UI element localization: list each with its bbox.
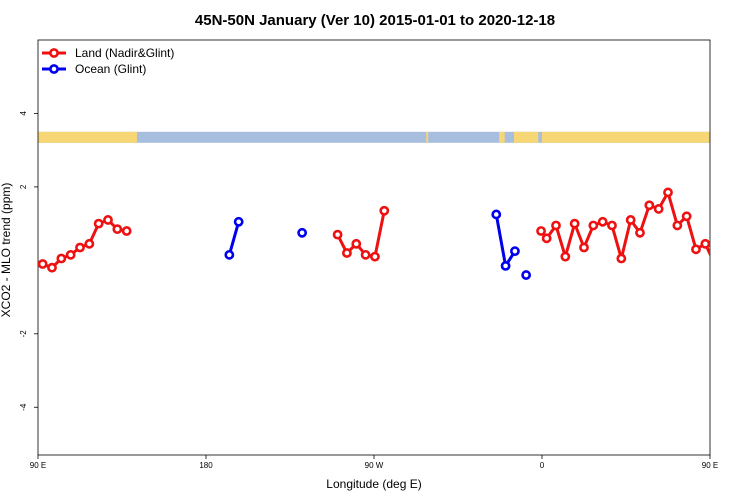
data-point [93,218,104,229]
data-point [332,229,343,240]
series-ocean [224,209,532,280]
data-point [379,205,390,216]
data-point [38,259,48,269]
data-point [360,249,371,260]
data-point [56,253,67,264]
data-point [121,226,132,236]
land-band-segment [38,131,136,143]
data-point [700,238,710,249]
x-axis-label: Longitude (deg E) [326,477,421,491]
data-point [607,220,617,231]
x-tick-label: 180 [199,461,213,470]
x-tick-label: 0 [540,461,545,470]
series-line [42,218,127,270]
data-point [720,264,727,271]
data-point [233,216,244,227]
data-point [65,249,76,260]
data-point [672,220,683,231]
plot-frame [37,39,711,456]
data-point [569,218,580,229]
data-point [635,227,645,238]
data-point [103,215,113,225]
data-point [224,249,235,260]
data-point [491,209,502,220]
series-line [494,214,517,268]
chart-title: 45N-50N January (Ver 10) 2015-01-01 to 2… [195,12,555,29]
x-tick-label: 90 E [30,461,46,470]
data-point [75,242,85,253]
data-point [588,220,599,231]
series-group [38,187,746,280]
data-point [510,246,520,257]
data-point [297,227,308,238]
data-point [691,244,701,255]
data-point [500,260,511,271]
data-point [541,233,552,244]
data-point [521,270,532,280]
x-tick-label: 90 E [702,461,718,470]
data-point [560,251,571,262]
legend-marker [49,48,59,58]
data-point [351,238,362,249]
data-point [370,251,380,262]
y-tick-label: -2 [19,330,28,338]
land-band-segment [499,131,505,143]
data-point [663,187,673,198]
data-point [625,215,636,225]
x-tick-label: 90 W [365,461,384,470]
data-point [709,262,710,266]
land-band-segment [514,131,539,143]
data-point [597,216,608,227]
data-point [616,253,627,264]
y-tick-label: -4 [19,403,28,411]
data-point [681,211,692,222]
y-tick-label: 4 [19,111,28,116]
y-axis: -4 -2 2 4 [19,111,38,411]
legend-marker [49,64,59,74]
land-band-segment [135,131,137,143]
x-axis: 90 E 180 90 W 0 90 E [30,455,718,470]
data-point [653,204,664,214]
data-point [739,251,746,258]
series-line [227,221,241,256]
y-tick-label: 2 [19,184,28,189]
y-axis-label: XCO2 - MLO trend (ppm) [0,183,13,318]
legend-label: Land (Nadir&Glint) [75,46,174,60]
data-point [84,238,95,249]
data-point [579,242,589,253]
land-ocean-band [38,131,710,143]
legend-label: Ocean (Glint) [75,62,146,76]
data-point [342,248,352,258]
land-band-segment [542,131,710,143]
data-point [551,220,561,231]
legend: Land (Nadir&Glint) Ocean (Glint) [42,46,174,76]
land-band-segment [426,131,429,143]
data-point [47,262,57,273]
data-point [644,200,655,211]
data-point [730,255,737,262]
series-land [38,187,746,273]
data-point [536,226,546,236]
ocean-band [38,131,710,143]
data-point [112,224,123,235]
